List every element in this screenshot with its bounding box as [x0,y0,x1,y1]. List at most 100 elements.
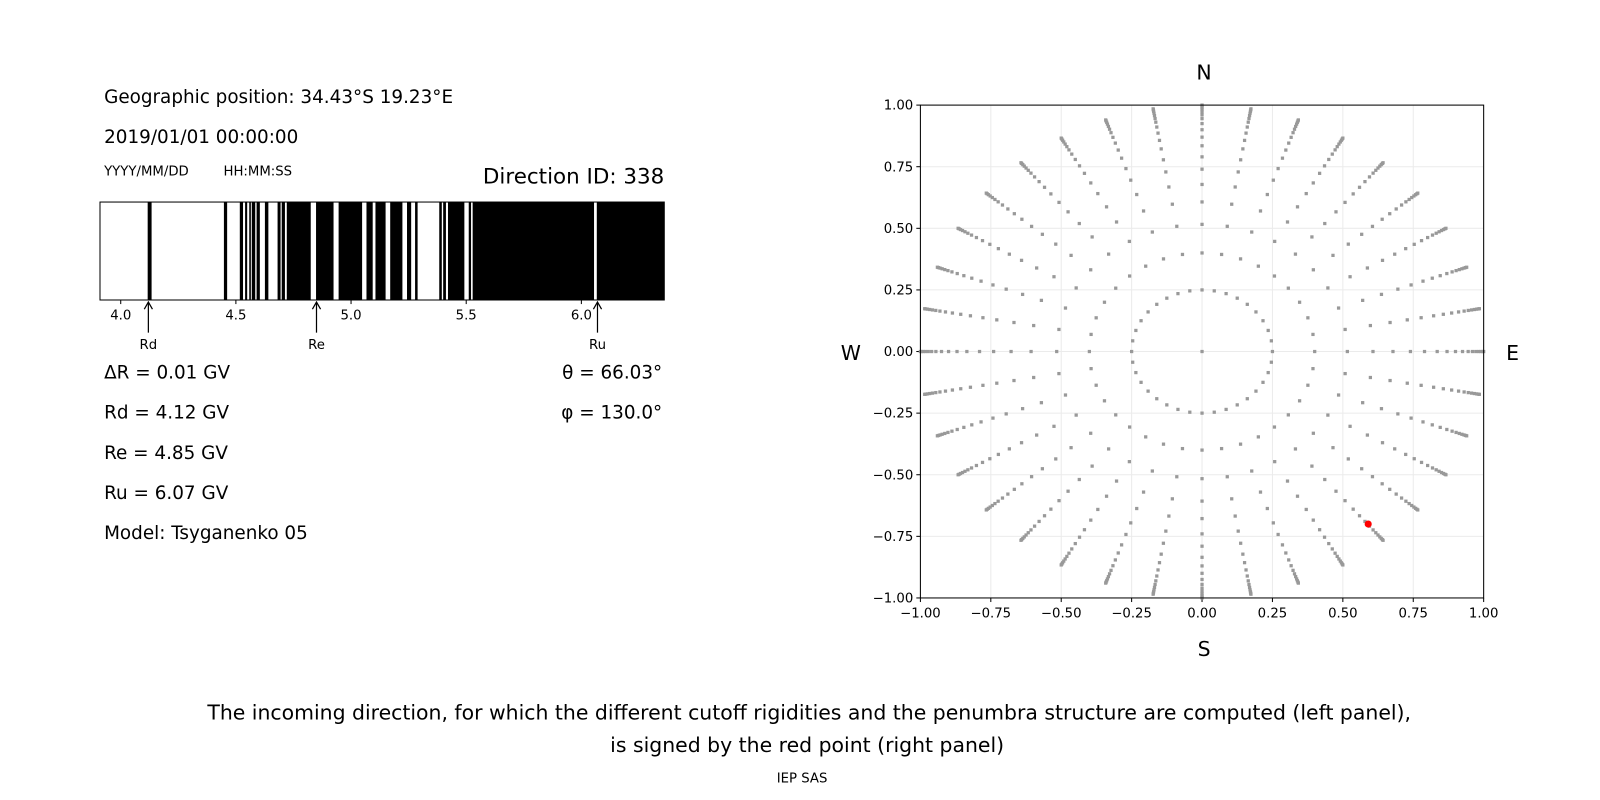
grid-point [1032,175,1037,179]
grid-point [995,381,999,385]
grid-point [1450,270,1454,274]
grid-point [1361,401,1365,405]
grid-point [1343,499,1347,503]
grid-point [1019,441,1024,445]
forbidden-band [366,202,373,300]
grid-point [1161,442,1166,446]
forbidden-band [407,202,412,300]
grid-point [1129,178,1133,182]
grid-point [1200,582,1204,587]
grid-point [1388,320,1392,325]
grid-point [1063,306,1068,310]
grid-point [1155,397,1159,401]
grid-point [1020,217,1024,221]
grid-point [938,390,942,394]
grid-point [988,505,992,509]
grid-point [1265,192,1269,197]
rd-value: Rd = 4.12 GV [104,402,230,424]
grid-point [1346,457,1350,461]
y-tick-label: −1.00 [873,592,914,607]
x-tick-label: 0.50 [1328,606,1358,621]
grid-point [1200,144,1204,148]
grid-point [1052,424,1056,428]
grid-point [1466,308,1470,313]
forbidden-band [264,202,269,300]
grid-point [925,392,930,396]
grid-point [1371,171,1375,175]
grid-point [1351,507,1355,511]
grid-point [1225,475,1229,479]
forbidden-band [415,202,418,300]
grid-point [1460,267,1464,271]
grid-point [1412,242,1416,246]
grid-point [1200,477,1204,481]
grid-point [996,452,1001,457]
grid-point [980,239,985,243]
grid-point [1326,413,1330,417]
grid-point [1437,469,1441,473]
phi-value: φ = 130.0° [561,402,663,424]
grid-point [1286,286,1290,290]
grid-point [1346,242,1350,246]
grid-point [1157,138,1162,143]
arrow-head-icon [143,300,153,310]
grid-point [1032,375,1036,380]
grid-point [1065,145,1069,149]
grid-point [1454,268,1458,273]
grid-point [1323,477,1327,482]
grid-point [1381,161,1385,165]
grid-point [1063,393,1068,397]
grid-point [1151,592,1155,596]
grid-point [988,457,992,461]
grid-point [1155,302,1159,306]
grid-point [1426,463,1430,468]
grid-point [1057,499,1061,503]
grid-point [1287,141,1291,145]
grid-point [1365,266,1370,270]
grid-point [1438,425,1442,430]
grid-point [1327,541,1331,546]
grid-point [1105,122,1110,126]
credit: IEP SAS [776,771,828,787]
grid-point [1405,318,1409,322]
grid-point [1144,435,1148,439]
grid-point [1416,508,1420,512]
grid-point [1127,239,1132,244]
grid-point [962,274,966,278]
grid-point [1012,212,1016,216]
grid-point [1035,266,1039,270]
grid-point [1295,494,1300,498]
grid-point [1444,226,1448,230]
grid-point [1069,446,1073,450]
grid-point [1175,224,1179,228]
bar-frame [99,201,665,301]
grid-point [935,434,940,438]
grid-point [1297,300,1302,304]
grid-point [956,226,960,230]
arrow-head-icon [592,300,603,310]
grid-point [1311,332,1315,337]
grid-point [993,197,997,202]
grid-point [1477,392,1482,396]
grid-point [1276,532,1280,537]
grid-point [1109,568,1113,572]
grid-point [1421,279,1425,283]
grid-point [1057,200,1061,205]
grid-point [1269,339,1274,343]
grid-point [1116,551,1120,555]
forbidden-band [286,202,311,300]
grid-point [1245,574,1249,578]
grid-point [1238,442,1243,446]
grid-point [1256,435,1260,439]
grid-point [1106,447,1111,451]
grid-point [1416,191,1420,195]
grid-point [1073,157,1077,162]
grid-point [1141,490,1146,494]
grid-point [1388,487,1392,491]
grid-point [1293,447,1298,451]
grid-point [1296,118,1300,122]
grid-point [968,385,973,389]
grid-point [1249,592,1253,596]
grid-point [1238,257,1243,261]
